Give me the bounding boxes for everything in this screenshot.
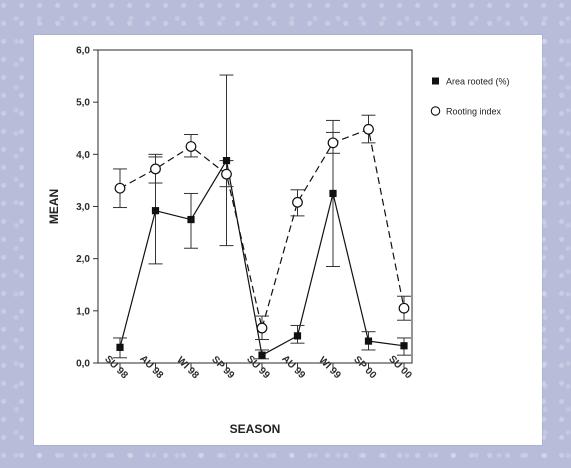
x-tick-label: SP 00 bbox=[351, 354, 378, 381]
rooting-index-point bbox=[256, 322, 268, 334]
x-tick-label: SP 99 bbox=[209, 354, 236, 381]
chart-panel: 0,0 1,0 2,0 3,0 4,0 5,0 6,0 SU 98 AU 98 WI 98 SP 9… bbox=[34, 35, 542, 445]
y-tick-label: 2,0 bbox=[76, 254, 90, 265]
x-tick-label: AU 98 bbox=[137, 353, 165, 381]
area-rooted-point bbox=[151, 207, 160, 215]
axes-group bbox=[93, 49, 413, 368]
area-rooted-point bbox=[329, 189, 337, 198]
y-tick-label: 4,0 bbox=[76, 150, 90, 161]
y-tick-label: 5,0 bbox=[76, 98, 90, 109]
x-tick-label: AU 99 bbox=[279, 353, 307, 381]
rooting-index-point bbox=[150, 163, 161, 175]
error-bars-group bbox=[113, 74, 411, 360]
y-tick-label: 0,0 bbox=[76, 359, 90, 370]
rooting-index-point bbox=[221, 168, 232, 180]
rooting-index-point bbox=[363, 123, 374, 135]
series-line-2 bbox=[119, 128, 405, 329]
area-rooted-point bbox=[116, 343, 124, 351]
area-rooted-point bbox=[364, 337, 373, 345]
area-rooted-point bbox=[293, 332, 302, 340]
legend-label-area-rooted: Area rooted (%) bbox=[446, 77, 510, 87]
labels-group: 0,01,02,03,04,05,06,0SU 98 AU 98 WI 98 SP 9… bbox=[47, 46, 414, 437]
rooting-index-point bbox=[185, 141, 197, 152]
rooting-index-point bbox=[327, 137, 339, 149]
x-tick-label: WI 98 bbox=[174, 355, 201, 382]
area-rooted-point bbox=[400, 342, 408, 350]
area-rooted-point bbox=[187, 215, 195, 224]
rooting-index-point bbox=[114, 182, 126, 194]
area-rooted-point bbox=[258, 351, 266, 359]
season-mean-chart: 0,01,02,03,04,05,06,0SU 98 AU 98 WI 98 SP 9… bbox=[47, 46, 510, 437]
x-tick-label: SU 99 bbox=[244, 354, 272, 382]
x-axis-title: SEASON bbox=[230, 422, 281, 436]
legend-group: Area rooted (%) Rooting index bbox=[430, 77, 510, 117]
y-tick-label: 1,0 bbox=[76, 306, 90, 317]
y-tick-label: 6,0 bbox=[76, 46, 90, 57]
markers-group bbox=[114, 123, 410, 359]
y-tick-label: 3,0 bbox=[76, 202, 90, 213]
rooting-index-point bbox=[292, 196, 303, 208]
x-tick-label: SU 00 bbox=[386, 354, 414, 382]
rooting-index-point bbox=[398, 302, 410, 314]
legend-marker-rooting-index bbox=[430, 106, 441, 116]
area-rooted-point bbox=[222, 156, 231, 165]
legend-marker-area-rooted bbox=[432, 77, 439, 85]
legend-label-rooting-index: Rooting index bbox=[446, 107, 502, 117]
y-axis-title: MEAN bbox=[47, 189, 61, 224]
x-tick-label: WI 99 bbox=[316, 355, 343, 382]
